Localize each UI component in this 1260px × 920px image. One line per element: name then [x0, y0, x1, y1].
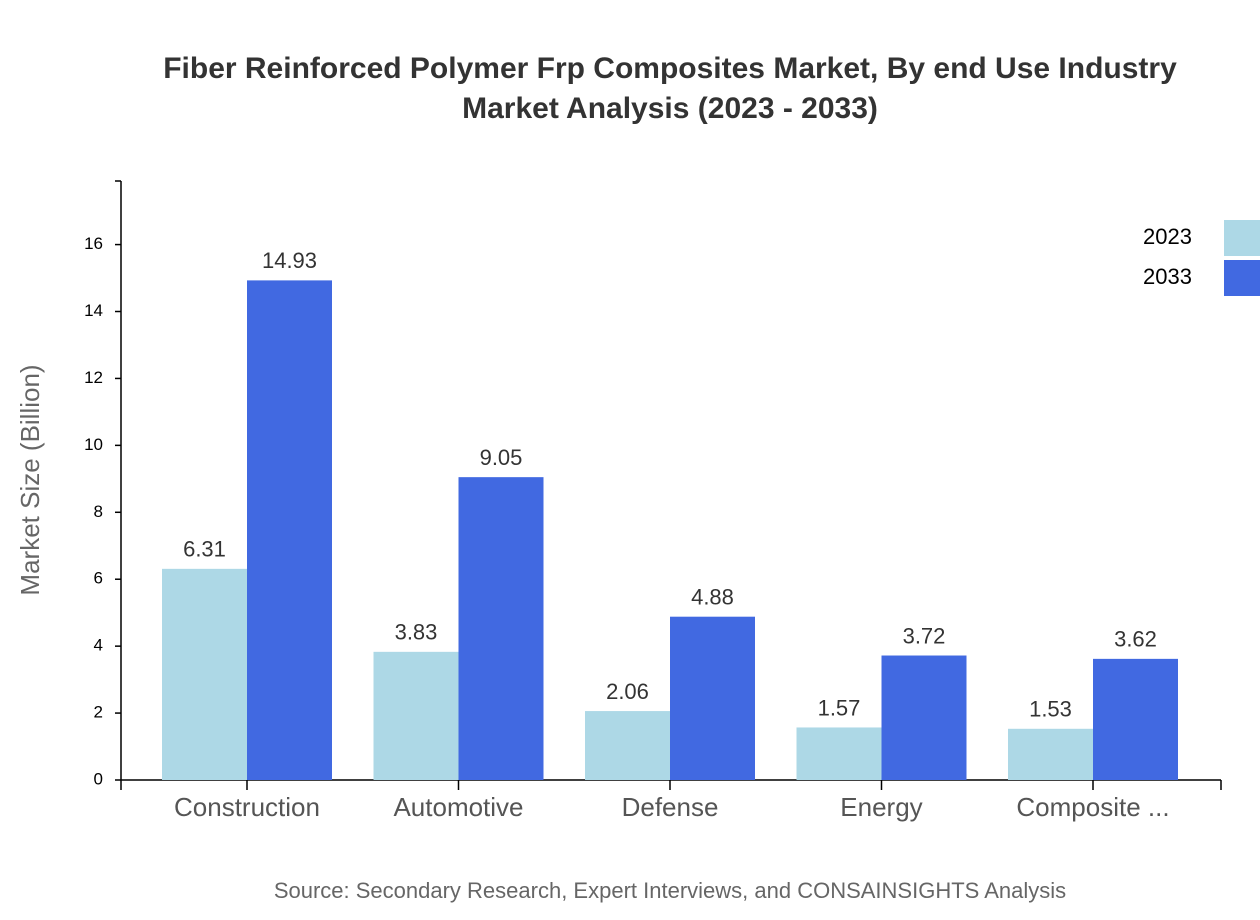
bar: [373, 651, 459, 780]
legend-swatch: [1224, 220, 1260, 256]
y-tick-label: 16: [84, 234, 103, 253]
y-tick-label: 0: [94, 769, 103, 788]
chart-title: Market Analysis (2023 - 2033): [462, 92, 878, 125]
bar: [458, 477, 544, 780]
x-tick-label: Defense: [622, 792, 719, 822]
bar: [585, 711, 670, 780]
y-tick-label: 10: [84, 435, 103, 454]
bar: [162, 568, 247, 780]
bar: [1008, 728, 1093, 780]
value-label: 3.83: [395, 620, 438, 645]
value-label: 3.62: [1114, 627, 1157, 652]
legend-label: 2033: [1143, 264, 1192, 289]
chart-title: Fiber Reinforced Polymer Frp Composites …: [163, 52, 1177, 85]
y-tick-label: 12: [84, 368, 103, 387]
x-tick-label: Energy: [840, 792, 922, 822]
y-tick-label: 14: [84, 301, 103, 320]
value-label: 3.72: [903, 623, 946, 648]
value-label: 9.05: [480, 445, 523, 470]
legend-swatch: [1224, 260, 1260, 296]
y-tick-label: 4: [94, 636, 103, 655]
bar: [247, 280, 332, 780]
value-label: 14.93: [262, 248, 317, 273]
bar: [670, 616, 755, 780]
source-note: Source: Secondary Research, Expert Inter…: [274, 878, 1066, 903]
bar: [796, 727, 882, 780]
value-label: 4.88: [691, 585, 734, 610]
value-label: 1.57: [818, 695, 861, 720]
legend-label: 2023: [1143, 224, 1192, 249]
value-label: 6.31: [183, 537, 226, 562]
value-label: 2.06: [606, 679, 649, 704]
value-label: 1.53: [1029, 697, 1072, 722]
bar: [881, 655, 967, 780]
y-tick-label: 6: [94, 569, 103, 588]
y-tick-label: 8: [94, 502, 103, 521]
x-tick-label: Composite ...: [1016, 792, 1169, 822]
y-tick-label: 2: [94, 703, 103, 722]
x-tick-label: Construction: [174, 792, 320, 822]
x-tick-label: Automotive: [393, 792, 523, 822]
y-axis-label: Market Size (Billion): [15, 364, 45, 595]
bar: [1093, 658, 1178, 780]
